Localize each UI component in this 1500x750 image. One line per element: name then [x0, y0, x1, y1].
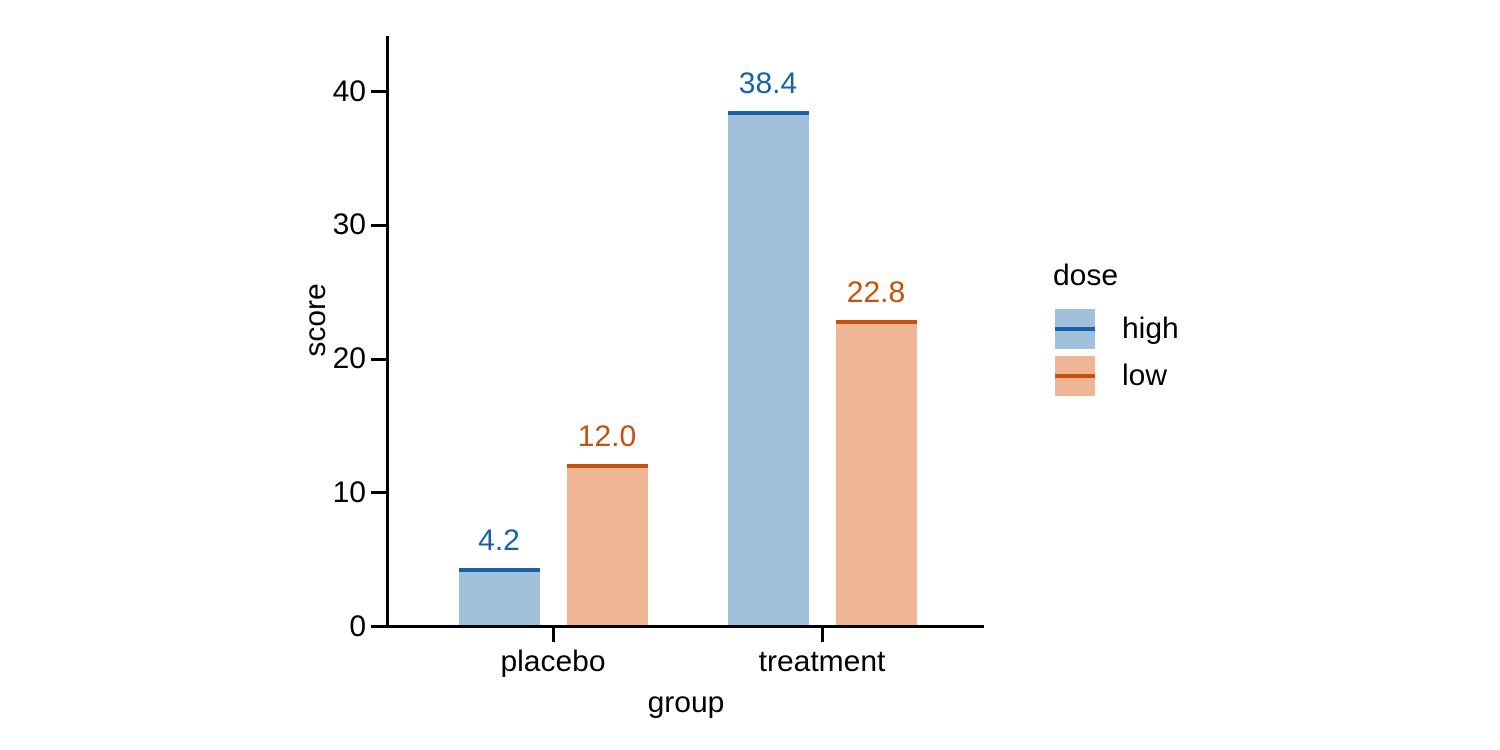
x-tick-placebo: [551, 625, 555, 642]
value-label-placebo-low: 12.0: [577, 420, 637, 453]
legend-label-high: high: [1122, 312, 1179, 345]
bar-treatment-high: [727, 110, 809, 625]
legend-swatch-high: [1055, 309, 1095, 349]
legend-entry-high: high: [1053, 309, 1179, 349]
y-axis-line: [386, 36, 389, 628]
y-tick-label-0: 0: [349, 609, 366, 643]
bar-treatment-low: [835, 319, 917, 625]
value-label-treatment-high: 38.4: [738, 66, 798, 100]
y-tick-label-30: 30: [332, 208, 366, 242]
y-tick-label-10: 10: [332, 475, 366, 509]
legend-entry-low: low: [1053, 356, 1179, 396]
y-tick-30: [371, 223, 386, 227]
y-tick-40: [371, 90, 386, 93]
x-tick-treatment: [820, 625, 824, 642]
legend-label-low: low: [1122, 359, 1168, 392]
x-axis-title: group: [647, 686, 725, 719]
value-label-treatment-low: 22.8: [846, 275, 906, 309]
y-tick-10: [371, 491, 386, 495]
legend-entries: high low: [1053, 309, 1179, 396]
legend-swatch-low: [1055, 356, 1095, 396]
y-tick-20: [371, 357, 386, 361]
y-tick-label-40: 40: [332, 74, 366, 108]
legend: dose high low: [1053, 259, 1179, 403]
bar-placebo-high: [458, 568, 540, 625]
y-tick-label-20: 20: [332, 342, 366, 375]
y-tick-0: [371, 625, 386, 628]
legend-title: dose: [1053, 259, 1119, 292]
x-axis-line: [386, 625, 984, 628]
legend-swatch-line-low: [1055, 374, 1095, 378]
y-axis-title: score: [299, 283, 332, 357]
legend-swatch-line-high: [1055, 327, 1095, 331]
x-tick-label-placebo: placebo: [500, 645, 606, 678]
bar-placebo-low: [566, 464, 648, 625]
value-label-placebo-high: 4.2: [478, 524, 520, 558]
x-tick-label-treatment: treatment: [758, 645, 886, 678]
